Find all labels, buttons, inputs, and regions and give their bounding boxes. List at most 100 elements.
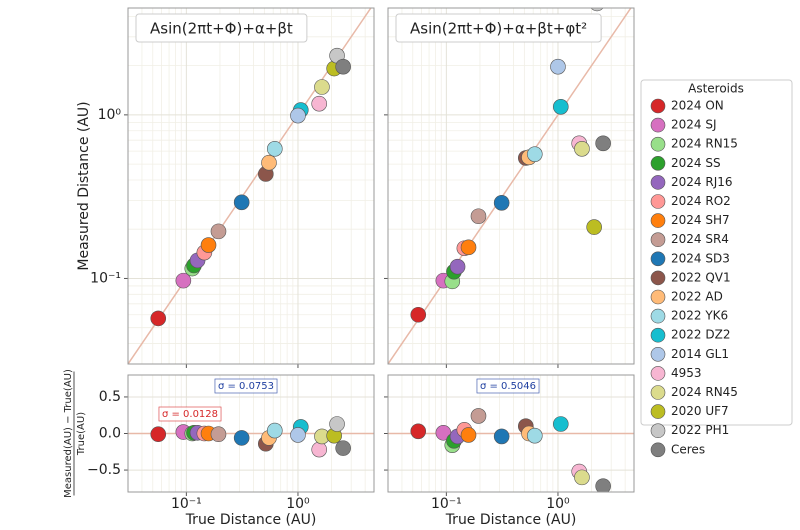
legend-marker xyxy=(650,404,666,419)
y-axis-label-numerator: Measured(AU) − True(AU) xyxy=(63,369,74,498)
point xyxy=(591,491,597,492)
legend-label: Ceres xyxy=(671,442,705,456)
legend-label: 2022 YK6 xyxy=(671,309,728,323)
legend-title: Asteroids xyxy=(688,82,744,96)
legend-marker xyxy=(650,423,666,439)
y-axis-label: Measured Distance (AU) xyxy=(76,101,92,270)
legend-label: 4953 xyxy=(671,366,702,380)
point xyxy=(311,441,328,458)
point xyxy=(526,427,543,444)
x-axis-label: True Distance (AU) xyxy=(185,512,317,528)
point xyxy=(590,8,604,12)
legend-marker xyxy=(650,442,666,458)
legend-marker xyxy=(650,289,666,305)
legend-marker xyxy=(650,156,666,171)
plot-area xyxy=(388,375,634,492)
point xyxy=(552,99,569,115)
point xyxy=(586,219,602,235)
panel-frame xyxy=(387,374,635,493)
legend-label: 2024 ON xyxy=(671,99,724,113)
point xyxy=(266,422,283,439)
point xyxy=(552,416,569,432)
point xyxy=(410,423,427,440)
legend-marker xyxy=(650,251,666,267)
point xyxy=(449,258,466,275)
point xyxy=(314,79,330,95)
annotation-box xyxy=(214,378,278,394)
point xyxy=(266,141,283,157)
legend-marker xyxy=(650,385,666,400)
point xyxy=(290,427,306,443)
plot-area xyxy=(128,375,374,492)
annotation: σ = 0.0128 xyxy=(162,409,218,420)
x-tick-label: 10⁰ xyxy=(286,496,310,512)
legend-box xyxy=(640,79,793,426)
y-tick-label: 0.0 xyxy=(99,426,121,442)
point xyxy=(175,272,192,289)
point xyxy=(200,237,217,253)
x-axis-label: True Distance (AU) xyxy=(445,512,577,528)
annotation: σ = 0.5046 xyxy=(480,381,536,392)
legend-label: 2024 SJ xyxy=(671,118,717,132)
y-axis-label-denominator: True(AU) xyxy=(76,412,87,456)
panel-frame xyxy=(127,7,375,365)
legend-label: 2014 GL1 xyxy=(671,347,729,361)
legend-label: 2024 SH7 xyxy=(671,213,730,227)
legend-marker xyxy=(650,232,666,247)
legend-marker xyxy=(650,213,666,228)
annotation: σ = 0.0753 xyxy=(218,381,274,392)
legend-label: 2024 RN15 xyxy=(671,137,738,151)
point xyxy=(150,310,167,327)
point xyxy=(595,135,611,152)
identity-line xyxy=(388,8,632,364)
legend-marker xyxy=(650,194,666,209)
x-tick-label: 10⁰ xyxy=(546,496,570,512)
point xyxy=(311,95,328,112)
point xyxy=(550,58,566,75)
annotation-box xyxy=(158,406,222,422)
panel-frame xyxy=(387,7,635,365)
point xyxy=(493,428,510,445)
x-tick-label: 10⁻¹ xyxy=(431,496,462,512)
point xyxy=(261,154,277,171)
point xyxy=(150,426,167,443)
annotation-box xyxy=(476,378,540,394)
point xyxy=(335,58,351,75)
y-tick-label: 10⁻¹ xyxy=(90,270,121,286)
panel-title: Asin(2πt+Φ)+α+βt xyxy=(150,20,293,38)
plot-area xyxy=(128,8,374,364)
title-box xyxy=(395,13,602,43)
panel-frame xyxy=(127,374,375,493)
point xyxy=(574,469,590,486)
legend-label: 2024 RO2 xyxy=(671,194,731,208)
legend-label: 2022 AD xyxy=(671,290,723,304)
point xyxy=(329,416,345,432)
y-tick-label: −0.5 xyxy=(87,462,121,478)
point xyxy=(595,478,611,492)
legend-label: 2024 SD3 xyxy=(671,251,730,265)
point xyxy=(470,408,487,424)
x-tick-label: 10⁻¹ xyxy=(171,496,202,512)
legend-marker xyxy=(650,136,666,152)
legend-marker xyxy=(650,98,666,114)
legend-marker xyxy=(650,117,666,133)
point xyxy=(290,107,306,124)
legend-label: 2022 DZ2 xyxy=(671,328,730,342)
legend-marker xyxy=(650,175,666,190)
point xyxy=(335,440,351,456)
legend-marker xyxy=(650,346,666,362)
y-tick-label: 10⁰ xyxy=(98,107,122,123)
point xyxy=(460,239,477,256)
legend-label: 2024 SS xyxy=(671,156,721,170)
point xyxy=(233,430,250,446)
point xyxy=(460,427,477,443)
legend-label: 2024 SR4 xyxy=(671,232,729,246)
legend-label: 2020 UF7 xyxy=(671,404,729,418)
point xyxy=(233,194,250,211)
point xyxy=(574,141,590,157)
y-tick-label: 0.5 xyxy=(99,389,121,405)
point xyxy=(210,426,227,443)
point xyxy=(493,195,510,211)
